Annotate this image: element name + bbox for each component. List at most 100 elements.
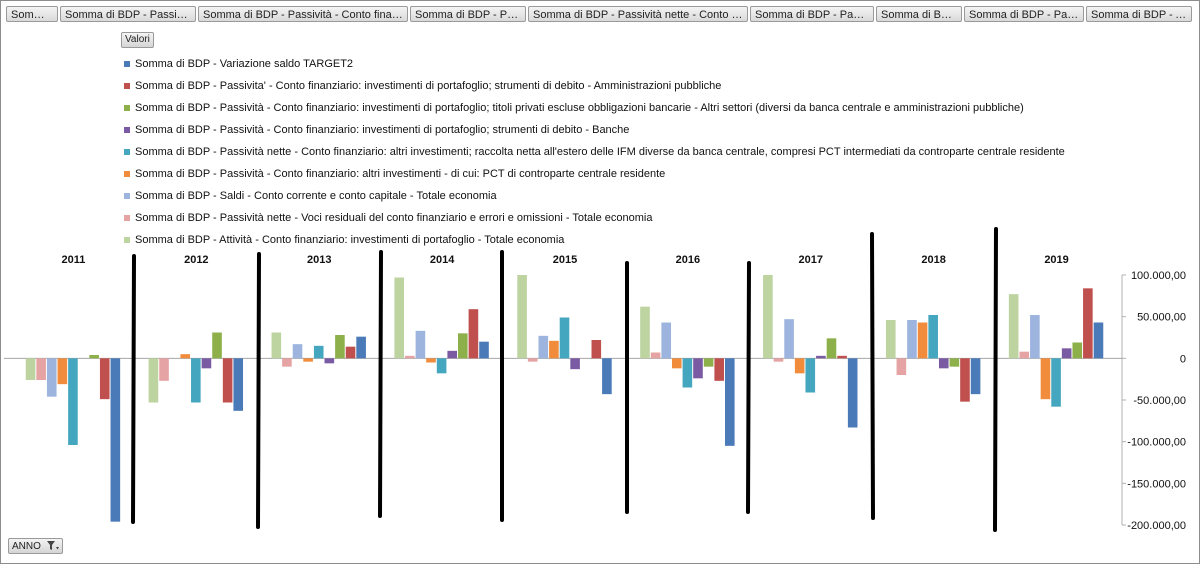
bar (784, 319, 794, 359)
legend-item: Somma di BDP - Passività nette - Voci re… (124, 207, 1065, 229)
bar (960, 358, 970, 402)
bar (1030, 315, 1040, 359)
category-label: 2018 (921, 254, 945, 266)
category-label: 2019 (1044, 254, 1068, 266)
field-button-4[interactable]: Somma di BDP - Passività nette - Conto f… (528, 6, 748, 22)
bar (356, 336, 366, 359)
legend-swatch (124, 193, 130, 199)
bar (25, 358, 36, 380)
legend-label: Somma di BDP - Passività nette - Conto f… (135, 146, 1065, 158)
category-label: 2015 (553, 254, 577, 266)
bar (148, 358, 159, 403)
y-tick-label: -200.000,00 (1127, 520, 1186, 532)
bar (714, 358, 724, 381)
field-button-3[interactable]: Somma di BDP - Passivit... (410, 6, 526, 22)
bar (816, 355, 826, 359)
bar (527, 358, 538, 362)
field-button-8[interactable]: Somma di BDP - Atti... (1086, 6, 1192, 22)
legend-swatch (124, 237, 130, 243)
bar (222, 358, 233, 403)
y-tick-label: 0 (1180, 353, 1186, 365)
bar (847, 358, 858, 428)
bar (602, 358, 612, 395)
bar (212, 332, 222, 359)
bar (191, 358, 201, 403)
legend-label: Somma di BDP - Passività - Conto finanzi… (135, 168, 666, 180)
bar (650, 352, 661, 359)
y-tick-label: -150.000,00 (1127, 478, 1186, 490)
bar (405, 355, 415, 359)
bar (436, 358, 447, 374)
field-button-2[interactable]: Somma di BDP - Passività - Conto finanzi… (198, 6, 408, 22)
legend-swatch (124, 215, 130, 221)
legend-swatch (124, 127, 130, 133)
field-button-0[interactable]: Somma ... (6, 6, 58, 22)
bar (110, 358, 121, 522)
bar (201, 358, 212, 369)
field-button-7[interactable]: Somma di BDP - Passivit... (964, 6, 1084, 22)
legend-item: Somma di BDP - Passività - Conto finanzi… (124, 97, 1065, 119)
bar (907, 320, 917, 359)
bar (303, 358, 313, 362)
year-separator-line (870, 232, 875, 520)
y-tick-label: -100.000,00 (1127, 437, 1186, 449)
bar (938, 358, 949, 369)
bar (837, 355, 847, 359)
bar (415, 330, 426, 359)
bar (426, 358, 436, 363)
bar (538, 335, 549, 359)
bar (693, 358, 703, 379)
axis-field-button[interactable]: ANNO (8, 538, 63, 554)
bar (1061, 348, 1072, 359)
year-separator-line (378, 250, 383, 518)
bar (1040, 358, 1051, 400)
bar (517, 275, 527, 359)
bar (640, 306, 650, 359)
bar (549, 340, 559, 359)
bar (682, 358, 693, 388)
bar (324, 358, 335, 364)
bar (159, 358, 169, 381)
axis-field-label: ANNO (12, 540, 41, 552)
bar (68, 358, 78, 445)
bar (970, 358, 981, 395)
legend-item: Somma di BDP - Attività - Conto finanzia… (124, 229, 1065, 251)
bar (703, 358, 714, 367)
bar (896, 358, 907, 375)
bar (928, 315, 938, 359)
bar (826, 338, 837, 359)
year-separator-line (256, 252, 261, 529)
pivot-field-bar: Somma ...Somma di BDP - Passivita' - ...… (6, 6, 1194, 24)
values-field-button[interactable]: Valori (121, 32, 154, 48)
legend-swatch (124, 105, 130, 111)
y-tick-label: 50.000,00 (1137, 312, 1186, 324)
legend-label: Somma di BDP - Variazione saldo TARGET2 (135, 58, 354, 70)
filter-icon[interactable] (46, 541, 59, 551)
legend-item: Somma di BDP - Passività - Conto finanzi… (124, 163, 1065, 185)
field-button-5[interactable]: Somma di BDP - Passività ... (750, 6, 874, 22)
bar (1083, 288, 1093, 359)
category-label: 2013 (307, 254, 331, 266)
bar (292, 344, 303, 359)
bar (271, 332, 282, 359)
bar (794, 358, 805, 374)
bar (180, 354, 191, 359)
legend-label: Somma di BDP - Passività - Conto finanzi… (135, 102, 1024, 114)
bar (447, 350, 458, 359)
bar (917, 322, 928, 359)
field-button-1[interactable]: Somma di BDP - Passivita' - ... (60, 6, 196, 22)
y-tick-label: 100.000,00 (1131, 270, 1186, 282)
bar (89, 355, 99, 359)
year-separator-line (131, 254, 136, 524)
year-separator-line (993, 227, 998, 532)
bar (57, 358, 68, 385)
legend-label: Somma di BDP - Attività - Conto finanzia… (135, 234, 565, 246)
category-label: 2016 (676, 254, 700, 266)
field-button-6[interactable]: Somma di BDP - ... (876, 6, 962, 22)
category-label: 2014 (430, 254, 455, 266)
chart-legend: Somma di BDP - Variazione saldo TARGET2 S… (124, 53, 1065, 251)
bar (570, 358, 580, 370)
bar (1051, 358, 1061, 407)
